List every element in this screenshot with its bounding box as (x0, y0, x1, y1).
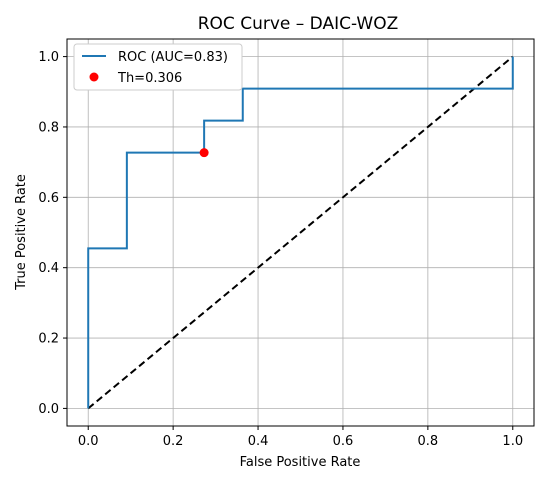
x-tick-label: 1.0 (502, 434, 523, 449)
x-tick-label: 0.4 (248, 434, 269, 449)
x-tick-label: 0.0 (78, 434, 99, 449)
legend-roc-label: ROC (AUC=0.83) (118, 50, 228, 65)
x-tick-label: 0.6 (333, 434, 354, 449)
chance-diagonal-line (87, 55, 514, 410)
y-axis-label: True Positive Rate (14, 174, 29, 291)
y-tick-label: 0.8 (38, 120, 59, 135)
roc-curve-line (87, 56, 514, 409)
legend-threshold-label: Th=0.306 (117, 71, 182, 86)
x-axis-label: False Positive Rate (240, 455, 361, 470)
grid (67, 39, 534, 426)
legend-threshold-marker (89, 72, 99, 82)
chart-title: ROC Curve – DAIC-WOZ (198, 14, 399, 34)
threshold-point (199, 148, 209, 158)
y-tick-label: 0.4 (38, 261, 59, 276)
y-tick-label: 0.2 (38, 332, 59, 347)
x-tick-label: 0.8 (418, 434, 439, 449)
y-tick-label: 0.6 (38, 191, 59, 206)
plot-area (87, 55, 514, 410)
x-tick-label: 0.2 (163, 434, 184, 449)
y-tick-label: 0.0 (38, 402, 59, 417)
legend: ROC (AUC=0.83) Th=0.306 (73, 43, 243, 91)
axis-ticks: 0.0 0.2 0.4 0.6 0.8 1.0 0.0 0.2 0.4 0.6 0.8 1.0 (38, 50, 523, 449)
plot-frame (66, 38, 535, 427)
legend-box (73, 43, 243, 91)
y-tick-label: 1.0 (38, 50, 59, 65)
